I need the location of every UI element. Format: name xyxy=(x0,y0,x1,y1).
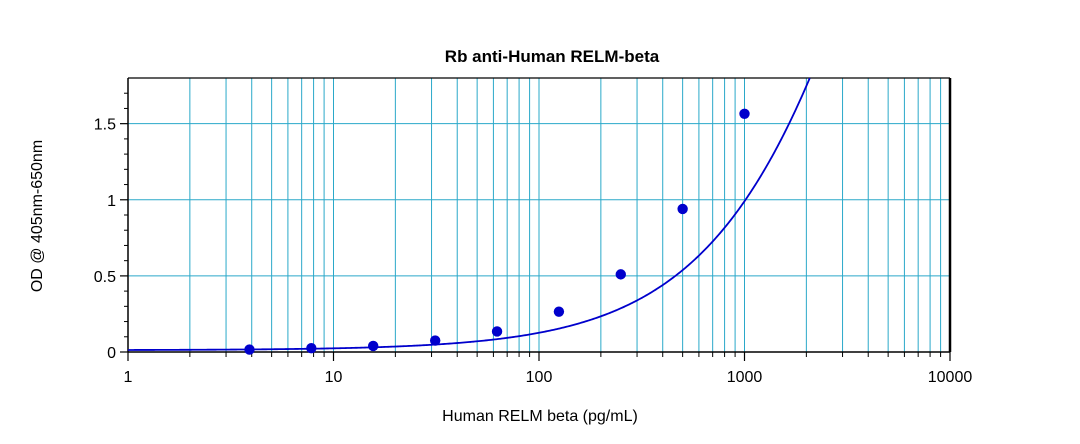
data-point xyxy=(429,335,441,346)
data-point xyxy=(553,306,565,317)
fit-curve xyxy=(128,77,811,351)
x-tick-label: 1000 xyxy=(727,369,763,386)
y-tick-label: 1 xyxy=(107,193,116,210)
ticks: 1 10 100 1000 10000 0 0.5 1 1.5 xyxy=(94,92,973,386)
data-point xyxy=(615,269,626,280)
x-axis-label: Human RELM beta (pg/mL) xyxy=(442,408,638,425)
y-axis-label: OD @ 405nm-650nm xyxy=(29,140,46,292)
data-point xyxy=(306,342,317,354)
fit-curve-group xyxy=(128,77,811,351)
data-point xyxy=(367,340,379,352)
data-point xyxy=(677,203,688,215)
x-tick-label: 10000 xyxy=(928,369,973,386)
data-points xyxy=(244,108,750,355)
x-tick-label: 10 xyxy=(325,369,343,386)
chart-title: Rb anti-Human RELM-beta xyxy=(445,47,660,66)
data-point xyxy=(739,108,750,119)
y-tick-label: 0 xyxy=(107,345,116,362)
y-tick-label: 1.5 xyxy=(94,117,116,134)
y-tick-label: 0.5 xyxy=(94,269,116,286)
grid xyxy=(128,78,950,352)
data-point xyxy=(244,344,255,355)
x-tick-label: 100 xyxy=(526,369,553,386)
x-tick-label: 1 xyxy=(124,369,133,386)
data-point xyxy=(491,326,503,337)
